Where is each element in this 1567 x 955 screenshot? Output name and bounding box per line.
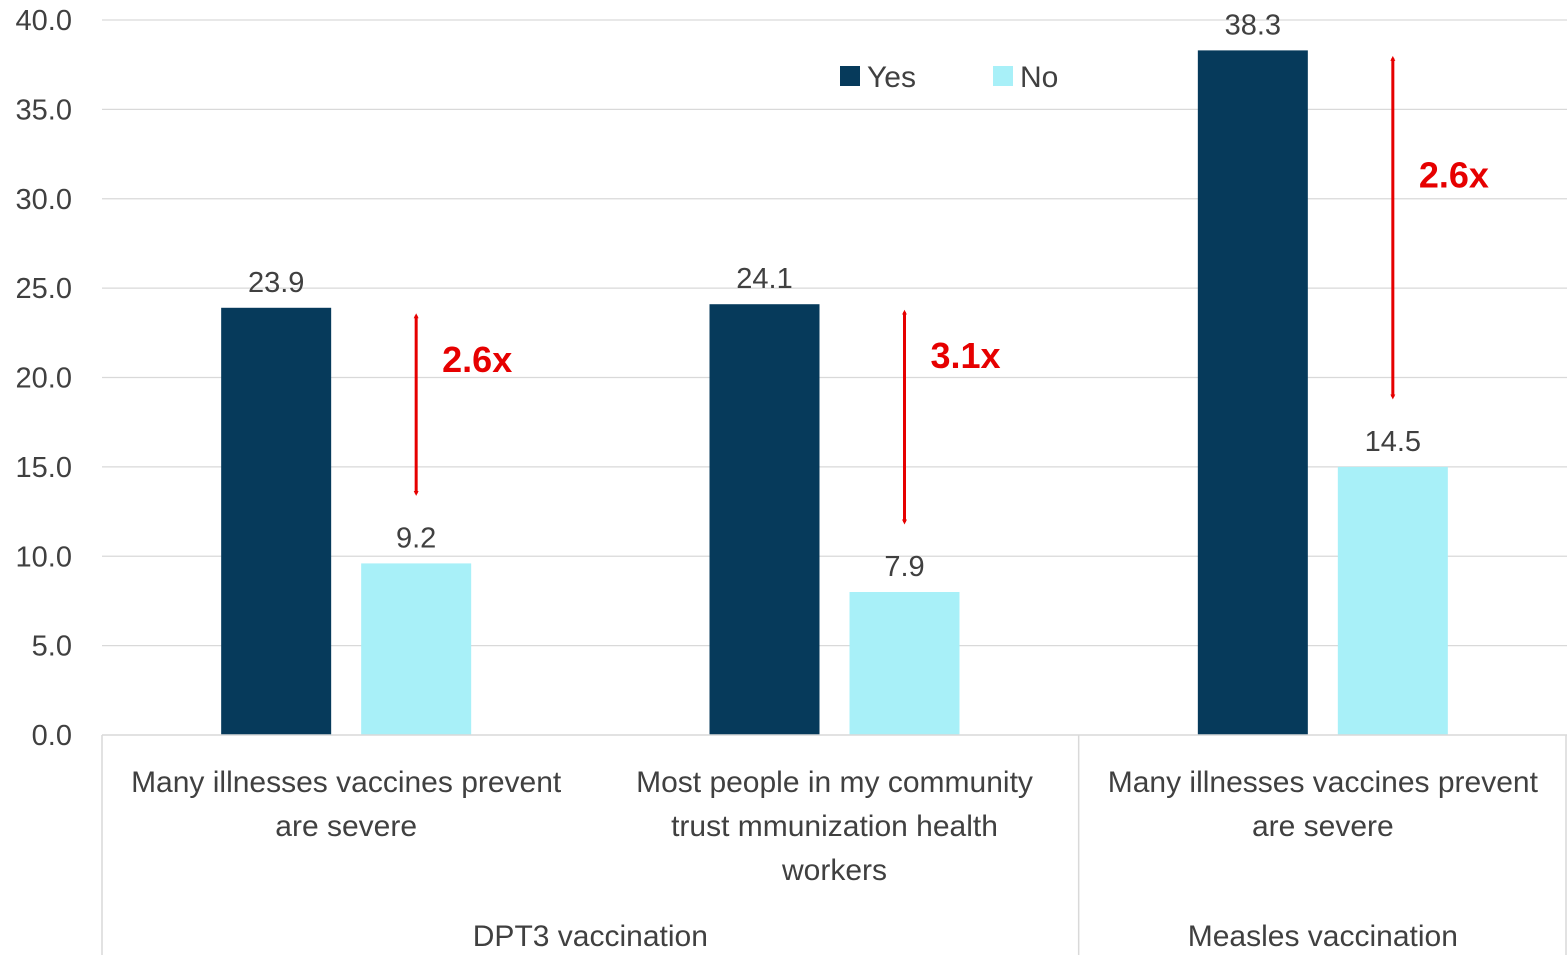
ratio-label: 2.6x bbox=[442, 339, 512, 380]
legend-label: No bbox=[1020, 61, 1058, 94]
bar-yes bbox=[221, 307, 332, 735]
bar-no bbox=[1337, 466, 1448, 735]
category-label: are severe bbox=[1252, 810, 1394, 843]
legend-label: Yes bbox=[867, 61, 916, 94]
gridlines bbox=[102, 19, 1567, 647]
category-label: trust mmunization health bbox=[671, 810, 998, 843]
data-label: 24.1 bbox=[736, 263, 792, 295]
category-label: workers bbox=[781, 854, 887, 887]
y-tick-label: 40.0 bbox=[16, 5, 72, 37]
category-label: Most people in my community bbox=[636, 766, 1033, 799]
legend-swatch-no bbox=[993, 66, 1013, 86]
y-tick-label: 15.0 bbox=[16, 452, 72, 484]
y-tick-label: 20.0 bbox=[16, 363, 72, 395]
category-label: Many illnesses vaccines prevent bbox=[131, 766, 562, 799]
data-label: 9.2 bbox=[396, 522, 436, 554]
bar-no bbox=[361, 563, 472, 735]
bar-yes bbox=[1197, 50, 1308, 735]
data-label: 14.5 bbox=[1365, 426, 1421, 458]
y-tick-label: 0.0 bbox=[32, 720, 72, 752]
y-axis-ticks: 0.0 5.0 10.0 15.0 20.0 25.0 30.0 35.0 40.0 bbox=[16, 5, 72, 752]
bar-no bbox=[849, 592, 960, 735]
y-tick-label: 30.0 bbox=[16, 184, 72, 216]
ratio-label: 3.1x bbox=[931, 335, 1001, 376]
legend-swatch-yes bbox=[840, 66, 860, 86]
y-tick-label: 10.0 bbox=[16, 541, 72, 573]
bar-yes bbox=[709, 304, 820, 735]
data-labels: 23.9 24.1 38.3 9.2 7.9 14.5 bbox=[248, 9, 1421, 583]
ratio-annotations: 2.6x 3.1x 2.6x bbox=[413, 55, 1489, 525]
bars bbox=[221, 50, 1448, 735]
data-label: 7.9 bbox=[884, 551, 924, 583]
data-label: 23.9 bbox=[248, 267, 304, 299]
y-tick-label: 35.0 bbox=[16, 94, 72, 126]
data-label: 38.3 bbox=[1225, 9, 1281, 41]
group-label: DPT3 vaccination bbox=[473, 920, 708, 953]
legend: Yes No bbox=[840, 61, 1058, 94]
y-tick-label: 25.0 bbox=[16, 273, 72, 305]
y-tick-label: 5.0 bbox=[32, 631, 72, 663]
group-label: Measles vaccination bbox=[1188, 920, 1458, 953]
x-axis: Many illnesses vaccines prevent are sever… bbox=[101, 734, 1567, 955]
category-label: are severe bbox=[275, 810, 417, 843]
category-label: Many illnesses vaccines prevent bbox=[1108, 766, 1539, 799]
ratio-label: 2.6x bbox=[1419, 154, 1489, 195]
